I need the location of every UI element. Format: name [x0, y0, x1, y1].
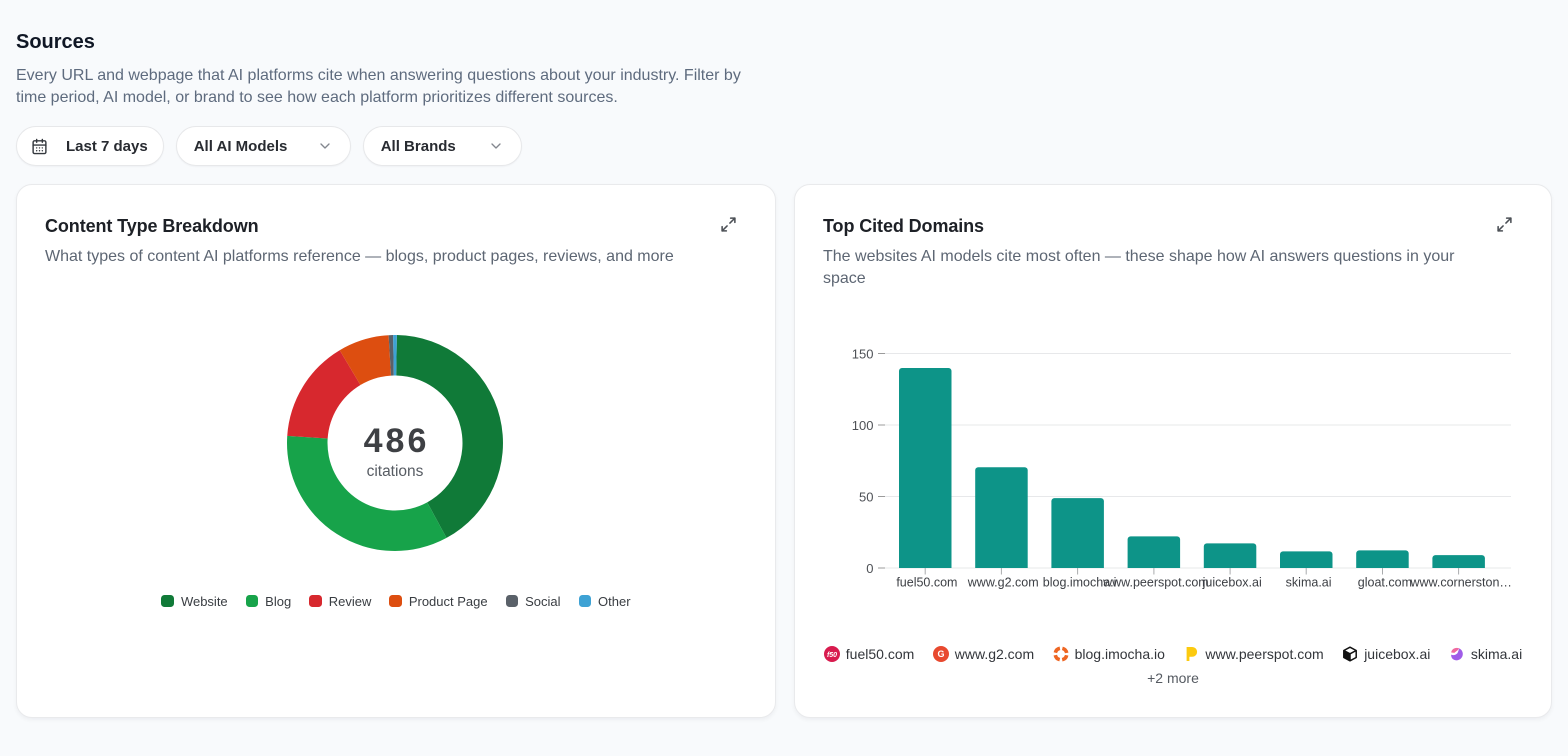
- svg-text:blog.imocha.i: blog.imocha.i: [1043, 576, 1117, 590]
- svg-text:fuel50.com: fuel50.com: [896, 576, 957, 590]
- svg-text:f50: f50: [827, 652, 837, 659]
- svg-text:100: 100: [852, 418, 874, 433]
- svg-text:www.cornerston…: www.cornerston…: [1409, 576, 1511, 590]
- svg-text:skima.ai: skima.ai: [1286, 576, 1332, 590]
- svg-text:juicebox.ai: juicebox.ai: [1202, 576, 1262, 590]
- svg-text:50: 50: [859, 489, 873, 504]
- svg-text:G: G: [937, 649, 944, 659]
- svg-text:gloat.com: gloat.com: [1358, 576, 1412, 590]
- svg-text:150: 150: [852, 346, 874, 361]
- svg-text:www.peerspot.com: www.peerspot.com: [1102, 576, 1209, 590]
- svg-text:www.g2.com: www.g2.com: [967, 576, 1039, 590]
- svg-text:0: 0: [866, 561, 873, 576]
